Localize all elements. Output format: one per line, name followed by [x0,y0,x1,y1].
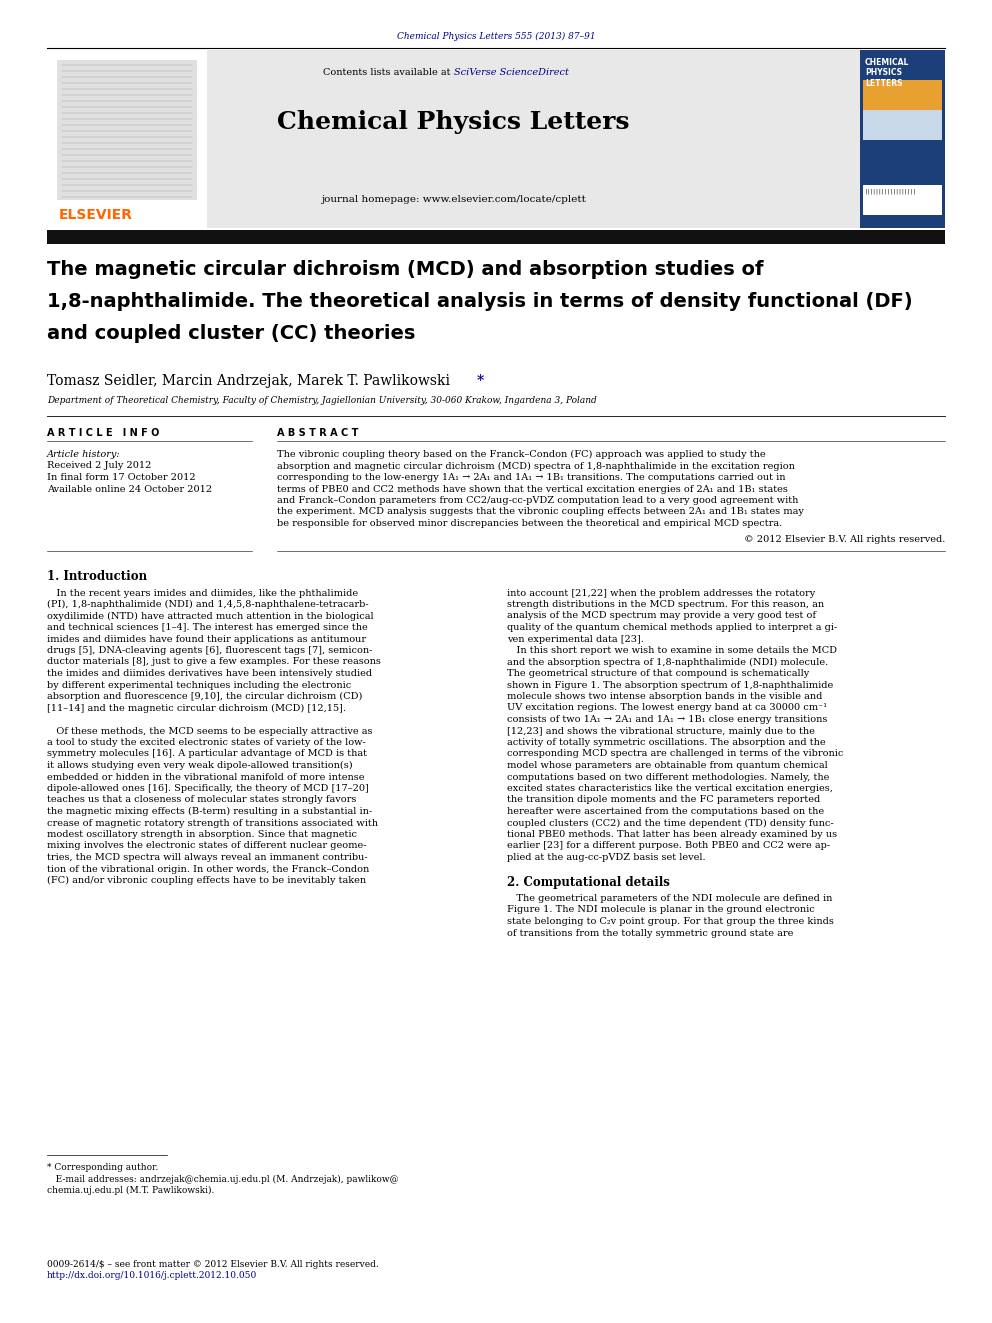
Text: computations based on two different methodologies. Namely, the: computations based on two different meth… [507,773,829,782]
Bar [207,50,860,228]
Text: Contents lists available at: Contents lists available at [322,67,453,77]
Text: ELSEVIER: ELSEVIER [59,208,133,222]
Text: by different experimental techniques including the electronic: by different experimental techniques inc… [47,680,351,689]
Text: hereafter were ascertained from the computations based on the: hereafter were ascertained from the comp… [507,807,824,816]
Text: Tomasz Seidler, Marcin Andrzejak, Marek T. Pawlikowski: Tomasz Seidler, Marcin Andrzejak, Marek … [47,374,450,388]
Text: strength distributions in the MCD spectrum. For this reason, an: strength distributions in the MCD spectr… [507,601,824,609]
Text: (FC) and/or vibronic coupling effects have to be inevitably taken: (FC) and/or vibronic coupling effects ha… [47,876,366,885]
Text: [12,23] and shows the vibrational structure, mainly due to the: [12,23] and shows the vibrational struct… [507,726,814,736]
Text: into account [21,22] when the problem addresses the rotatory: into account [21,22] when the problem ad… [507,589,815,598]
Bar [863,79,942,110]
Bar [57,60,197,200]
Text: tries, the MCD spectra will always reveal an immanent contribu-: tries, the MCD spectra will always revea… [47,853,368,863]
Text: plied at the aug-cc-pVDZ basis set level.: plied at the aug-cc-pVDZ basis set level… [507,853,705,863]
Text: mixing involves the electronic states of different nuclear geome-: mixing involves the electronic states of… [47,841,366,851]
Bar [863,110,942,140]
Text: chemia.uj.edu.pl (M.T. Pawlikowski).: chemia.uj.edu.pl (M.T. Pawlikowski). [47,1185,214,1195]
Text: molecule shows two intense absorption bands in the visible and: molecule shows two intense absorption ba… [507,692,822,701]
Text: symmetry molecules [16]. A particular advantage of MCD is that: symmetry molecules [16]. A particular ad… [47,750,367,758]
Text: and Franck–Condon parameters from CC2/aug-cc-pVDZ computation lead to a very goo: and Franck–Condon parameters from CC2/au… [277,496,799,505]
Text: earlier [23] for a different purpose. Both PBE0 and CC2 were ap-: earlier [23] for a different purpose. Bo… [507,841,830,851]
Text: A R T I C L E   I N F O: A R T I C L E I N F O [47,429,160,438]
Text: and the absorption spectra of 1,8-naphthalimide (NDI) molecule.: and the absorption spectra of 1,8-naphth… [507,658,828,667]
Text: tional PBE0 methods. That latter has been already examined by us: tional PBE0 methods. That latter has bee… [507,830,837,839]
Text: embedded or hidden in the vibrational manifold of more intense: embedded or hidden in the vibrational ma… [47,773,364,782]
Text: absorption and magnetic circular dichroism (MCD) spectra of 1,8-naphthalimide in: absorption and magnetic circular dichroi… [277,462,795,471]
Text: dipole-allowed ones [16]. Specifically, the theory of MCD [17–20]: dipole-allowed ones [16]. Specifically, … [47,785,369,792]
Text: In this short report we wish to examine in some details the MCD: In this short report we wish to examine … [507,646,837,655]
Text: model whose parameters are obtainable from quantum chemical: model whose parameters are obtainable fr… [507,761,827,770]
Text: Figure 1. The NDI molecule is planar in the ground electronic: Figure 1. The NDI molecule is planar in … [507,905,814,914]
Text: In final form 17 October 2012: In final form 17 October 2012 [47,474,195,482]
Text: modest oscillatory strength in absorption. Since that magnetic: modest oscillatory strength in absorptio… [47,830,357,839]
Text: ||||||||||||||||||: |||||||||||||||||| [865,188,917,193]
Text: crease of magnetic rotatory strength of transitions associated with: crease of magnetic rotatory strength of … [47,819,378,827]
Text: imides and diimides have found their applications as antitumour: imides and diimides have found their app… [47,635,366,643]
Text: coupled clusters (CC2) and the time dependent (TD) density func-: coupled clusters (CC2) and the time depe… [507,819,833,828]
Text: A B S T R A C T: A B S T R A C T [277,429,358,438]
Text: a tool to study the excited electronic states of variety of the low-: a tool to study the excited electronic s… [47,738,366,747]
Text: of transitions from the totally symmetric ground state are: of transitions from the totally symmetri… [507,929,794,938]
Text: (PI), 1,8-naphthalimide (NDI) and 1,4,5,8-naphthalene-tetracarb-: (PI), 1,8-naphthalimide (NDI) and 1,4,5,… [47,601,369,609]
Text: * Corresponding author.: * Corresponding author. [47,1163,159,1172]
Text: The geometrical structure of that compound is schematically: The geometrical structure of that compou… [507,669,809,677]
Text: the imides and diimides derivatives have been intensively studied: the imides and diimides derivatives have… [47,669,372,677]
Text: state belonging to C₂v point group. For that group the three kinds: state belonging to C₂v point group. For … [507,917,834,926]
Text: In the recent years imides and diimides, like the phthalimide: In the recent years imides and diimides,… [47,589,358,598]
Bar [47,230,945,243]
Text: the magnetic mixing effects (B-term) resulting in a substantial in-: the magnetic mixing effects (B-term) res… [47,807,372,816]
Text: E-mail addresses: andrzejak@chemia.uj.edu.pl (M. Andrzejak), pawlikow@: E-mail addresses: andrzejak@chemia.uj.ed… [47,1175,399,1184]
Text: http://dx.doi.org/10.1016/j.cplett.2012.10.050: http://dx.doi.org/10.1016/j.cplett.2012.… [47,1271,257,1281]
Text: consists of two 1A₁ → 2A₁ and 1A₁ → 1B₁ close energy transitions: consists of two 1A₁ → 2A₁ and 1A₁ → 1B₁ … [507,714,827,724]
Text: Received 2 July 2012: Received 2 July 2012 [47,462,152,471]
Text: the experiment. MCD analysis suggests that the vibronic coupling effects between: the experiment. MCD analysis suggests th… [277,508,804,516]
Text: ven experimental data [23].: ven experimental data [23]. [507,635,644,643]
Text: The magnetic circular dichroism (MCD) and absorption studies of: The magnetic circular dichroism (MCD) an… [47,261,764,279]
Text: Chemical Physics Letters: Chemical Physics Letters [277,110,630,134]
Text: journal homepage: www.elsevier.com/locate/cplett: journal homepage: www.elsevier.com/locat… [321,194,586,204]
Text: tion of the vibrational origin. In other words, the Franck–Condon: tion of the vibrational origin. In other… [47,864,369,873]
Text: Article history:: Article history: [47,450,121,459]
Text: [11–14] and the magnetic circular dichroism (MCD) [12,15].: [11–14] and the magnetic circular dichro… [47,704,346,713]
Text: CHEMICAL
PHYSICS
LETTERS: CHEMICAL PHYSICS LETTERS [865,58,910,87]
Text: teaches us that a closeness of molecular states strongly favors: teaches us that a closeness of molecular… [47,795,356,804]
Bar [860,50,945,228]
Text: The vibronic coupling theory based on the Franck–Condon (FC) approach was applie: The vibronic coupling theory based on th… [277,450,766,459]
Text: *: * [477,374,484,388]
Text: drugs [5], DNA-cleaving agents [6], fluorescent tags [7], semicon-: drugs [5], DNA-cleaving agents [6], fluo… [47,646,372,655]
Bar [863,185,942,216]
Text: be responsible for observed minor discrepancies between the theoretical and empi: be responsible for observed minor discre… [277,519,783,528]
Text: UV excitation regions. The lowest energy band at ca 30000 cm⁻¹: UV excitation regions. The lowest energy… [507,704,827,713]
Text: corresponding MCD spectra are challenged in terms of the vibronic: corresponding MCD spectra are challenged… [507,750,843,758]
Text: analysis of the MCD spectrum may provide a very good test of: analysis of the MCD spectrum may provide… [507,611,816,620]
Text: 2. Computational details: 2. Computational details [507,876,670,889]
Text: the transition dipole moments and the FC parameters reported: the transition dipole moments and the FC… [507,795,820,804]
Text: absorption and fluorescence [9,10], the circular dichroism (CD): absorption and fluorescence [9,10], the … [47,692,362,701]
Bar [47,50,945,228]
Text: 0009-2614/$ – see front matter © 2012 Elsevier B.V. All rights reserved.: 0009-2614/$ – see front matter © 2012 El… [47,1259,379,1269]
Text: Department of Theoretical Chemistry, Faculty of Chemistry, Jagiellonian Universi: Department of Theoretical Chemistry, Fac… [47,396,597,405]
Text: and technical sciences [1–4]. The interest has emerged since the: and technical sciences [1–4]. The intere… [47,623,368,632]
Text: corresponding to the low-energy 1A₁ → 2A₁ and 1A₁ → 1B₁ transitions. The computa: corresponding to the low-energy 1A₁ → 2A… [277,474,786,482]
Text: Of these methods, the MCD seems to be especially attractive as: Of these methods, the MCD seems to be es… [47,726,373,736]
Text: shown in Figure 1. The absorption spectrum of 1,8-naphthalimide: shown in Figure 1. The absorption spectr… [507,680,833,689]
Text: Available online 24 October 2012: Available online 24 October 2012 [47,484,212,493]
Text: The geometrical parameters of the NDI molecule are defined in: The geometrical parameters of the NDI mo… [507,894,832,904]
Text: and coupled cluster (CC) theories: and coupled cluster (CC) theories [47,324,416,343]
Text: Chemical Physics Letters 555 (2013) 87–91: Chemical Physics Letters 555 (2013) 87–9… [397,32,595,41]
Text: terms of PBE0 and CC2 methods have shown that the vertical excitation energies o: terms of PBE0 and CC2 methods have shown… [277,484,788,493]
Text: activity of totally symmetric oscillations. The absorption and the: activity of totally symmetric oscillatio… [507,738,825,747]
Text: 1,8-naphthalimide. The theoretical analysis in terms of density functional (DF): 1,8-naphthalimide. The theoretical analy… [47,292,913,311]
Text: quality of the quantum chemical methods applied to interpret a gi-: quality of the quantum chemical methods … [507,623,837,632]
Text: it allows studying even very weak dipole-allowed transition(s): it allows studying even very weak dipole… [47,761,352,770]
Text: excited states characteristics like the vertical excitation energies,: excited states characteristics like the … [507,785,833,792]
Text: oxydilimide (NTD) have attracted much attention in the biological: oxydilimide (NTD) have attracted much at… [47,611,374,620]
Text: 1. Introduction: 1. Introduction [47,570,147,583]
Text: SciVerse ScienceDirect: SciVerse ScienceDirect [453,67,568,77]
Text: ductor materials [8], just to give a few examples. For these reasons: ductor materials [8], just to give a few… [47,658,381,667]
Text: © 2012 Elsevier B.V. All rights reserved.: © 2012 Elsevier B.V. All rights reserved… [744,534,945,544]
